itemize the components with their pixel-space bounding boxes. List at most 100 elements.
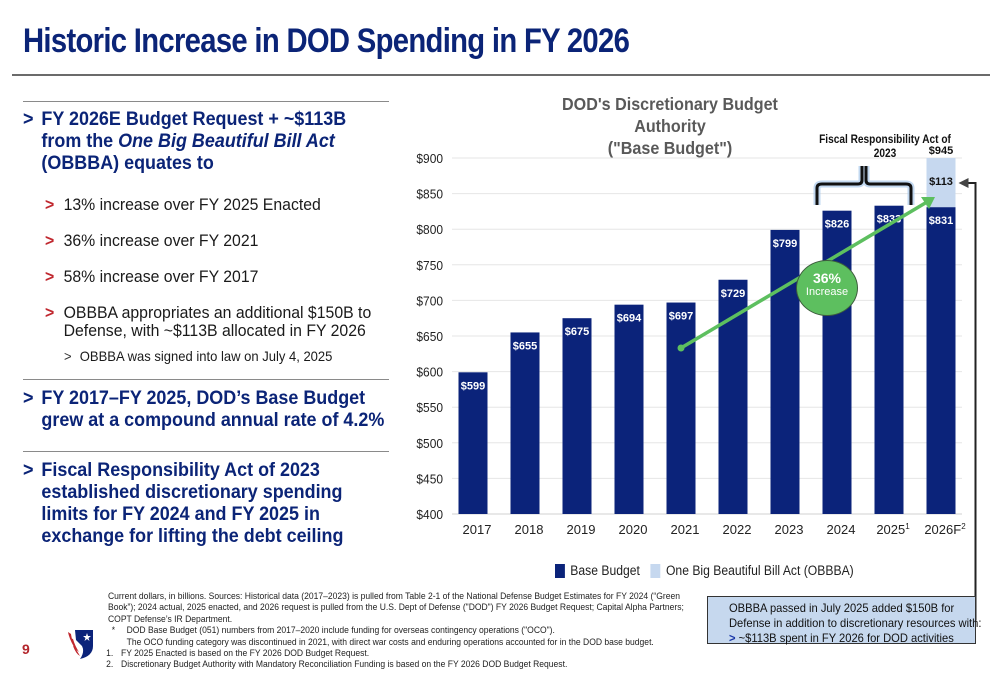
y-axis-labels: $400 $450 $500 $550 $600 $650 $700 $750 $800 $850… [416, 152, 443, 523]
bullet-marker: > [23, 108, 34, 130]
footnote-superscript: 2 [961, 522, 966, 531]
footnote-marker: 2. [106, 659, 114, 670]
callout-line: > ~$113B spent in FY 2026 for DOD activi… [729, 631, 958, 646]
legend-label: Base Budget [570, 563, 640, 578]
footnotes: Current dollars, in billions. Sources: H… [106, 591, 685, 671]
subbullet: > 58% increase over FY 2017 [45, 268, 380, 286]
bullet-cagr: > FY 2017–FY 2025, DOD’s Base Budget gre… [23, 387, 391, 431]
x-tick-label: 20251 [876, 522, 910, 537]
growth-label: Increase [805, 286, 849, 298]
bullet-text: Fiscal Responsibility Act of 2023 establ… [41, 459, 344, 547]
growth-badge: 36% Increase [796, 260, 858, 316]
subbullet: > 13% increase over FY 2025 Enacted [45, 196, 380, 214]
x-tick-label: 2022 [723, 522, 752, 537]
sub-subbullet: > OBBBA was signed into law on July 4, 2… [64, 348, 332, 364]
bar-value-label: $599 [461, 380, 485, 392]
bill-name: One Big Beautiful Bill Act [118, 130, 335, 152]
company-logo [68, 630, 93, 659]
obbba-callout: OBBBA passed in July 2025 added $150B fo… [707, 596, 982, 646]
subbullet-text: 13% increase over FY 2025 Enacted [63, 195, 321, 214]
bullet-text: FY 2026E Budget Request + ~$113B [41, 108, 347, 130]
bullet-marker: > [45, 195, 55, 214]
footnote-marker: * [111, 625, 116, 636]
bar-base-budget [458, 372, 488, 514]
bullet-fra: > Fiscal Responsibility Act of 2023 esta… [23, 459, 350, 547]
subbullet-text: OBBBA appropriates an additional $150B t… [63, 303, 372, 340]
footnote: * DOD Base Budget (051) numbers from 2017… [108, 625, 685, 636]
x-tick-label: 2018 [515, 522, 544, 537]
callout-text: ~$113B spent in FY 2026 for DOD activiti… [738, 631, 954, 645]
callout-connector [967, 182, 977, 621]
x-tick-label: 2024 [827, 522, 856, 537]
bar-base-budget [770, 229, 800, 515]
chart-legend: Base Budget One Big Beautiful Bill Act (… [555, 563, 865, 578]
y-tick-label: $650 [416, 330, 443, 345]
subbullet: > 36% increase over FY 2021 [45, 232, 380, 250]
footnote-text: FY 2025 Enacted is based on the FY 2026 … [121, 648, 370, 659]
callout-line: Defense in addition to discretionary res… [729, 616, 982, 630]
x-tick-label: 2023 [775, 522, 804, 537]
bar-value-label: $655 [513, 340, 537, 352]
y-tick-label: $400 [416, 508, 443, 523]
y-tick-label: $850 [416, 187, 443, 202]
subbullet-text: 36% increase over FY 2021 [63, 231, 259, 250]
bar-base-budget [510, 332, 540, 514]
bar-value-label-obbba: $113 [929, 176, 953, 188]
divider [23, 379, 389, 380]
legend-item-base: Base Budget [555, 563, 640, 578]
x-tick-label: 2021 [671, 522, 700, 537]
chart-title-main: DOD's Discretionary Budget Authority [562, 94, 778, 136]
footnote-text: DOD Base Budget (051) numbers from 2017–… [126, 625, 555, 636]
bar-total-label: $945 [929, 145, 953, 157]
chart-subtitle: ("Base Budget") [607, 138, 733, 158]
bar-base-budget [614, 304, 644, 514]
y-tick-label: $550 [416, 401, 443, 416]
growth-arrow-start [677, 344, 685, 352]
growth-arrow-head [921, 197, 935, 209]
bullet-marker: > [45, 267, 55, 286]
title-divider [12, 74, 990, 76]
bullet-marker: > [45, 231, 55, 250]
legend-label: One Big Beautiful Bill Act (OBBBA) [665, 563, 854, 578]
subbullet-text: 58% increase over FY 2017 [63, 267, 259, 286]
bar-base-budget [562, 318, 592, 514]
callout-marker: > [729, 631, 736, 645]
footnote: 1. FY 2025 Enacted is based on the FY 202… [102, 648, 684, 659]
y-tick-label: $800 [416, 223, 443, 238]
y-tick-label: $700 [416, 294, 443, 309]
y-tick-label: $500 [416, 436, 443, 451]
bar-value-label: $799 [773, 238, 797, 250]
legend-swatch-base [555, 563, 565, 578]
chart-title: DOD's Discretionary Budget Authority ("B… [532, 93, 808, 159]
bullet-text: FY 2017–FY 2025, DOD’s Base Budget grew … [41, 387, 385, 431]
bar-base-budget [666, 302, 696, 514]
bullet-marker: > [45, 303, 55, 322]
bar-value-label: $697 [669, 311, 693, 323]
source-note: Current dollars, in billions. Sources: H… [108, 591, 684, 624]
bar-value-label: $826 [825, 219, 849, 231]
y-tick-label: $600 [416, 365, 443, 380]
bracket-label: Fiscal Responsibility Act of 2023 [819, 134, 951, 160]
x-axis-labels: 2017 2018 2019 2020 2021 2022 2023 2024 20251 202… [463, 522, 967, 537]
subbullet: > OBBBA appropriates an additional $150B… [45, 304, 380, 340]
footnote: 2. Discretionary Budget Authority with Ma… [102, 659, 684, 670]
bullet-marker: > [23, 459, 34, 481]
x-tick-label: 2017 [463, 522, 492, 537]
footnote-superscript: 1 [905, 522, 910, 531]
bar-value-label: $729 [721, 288, 745, 300]
bullet-text: (OBBBA) equates to [41, 152, 214, 174]
bar-value-label: $694 [617, 313, 642, 325]
bullet-obbba-summary: > FY 2026E Budget Request + ~$113B from … [23, 108, 382, 174]
footnote-marker: 1. [106, 648, 114, 659]
bullet-marker: > [23, 387, 34, 409]
bar-value-label: $831 [929, 215, 953, 227]
x-tick-label: 2026F2 [924, 522, 966, 537]
bar-value-label: $675 [565, 326, 589, 338]
x-tick-label: 2019 [567, 522, 596, 537]
bars: $599$655$675$694 $697$729$799$826 $833 $831… [458, 145, 956, 515]
divider [23, 101, 389, 102]
footnote-text: The OCO funding category was discontinue… [126, 636, 654, 647]
x-tick-label: 2020 [619, 522, 648, 537]
divider [23, 451, 389, 452]
